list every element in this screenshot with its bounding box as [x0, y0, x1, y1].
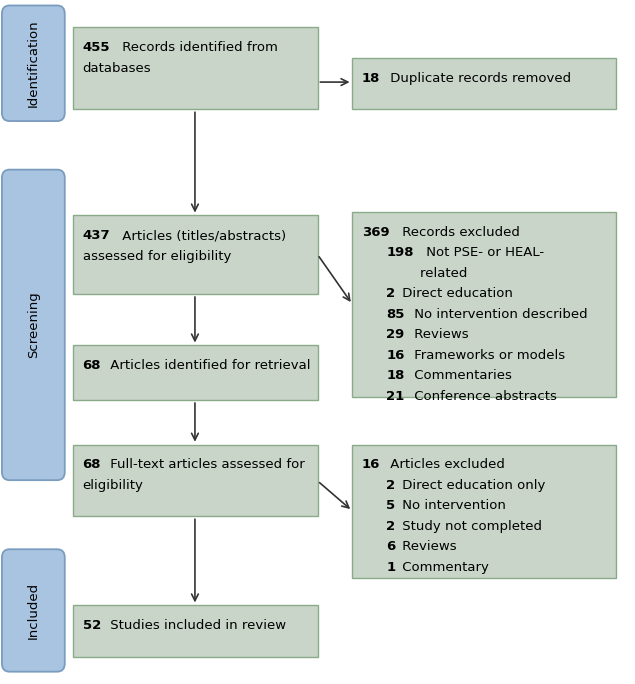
Text: No intervention described: No intervention described — [410, 308, 587, 321]
Text: eligibility: eligibility — [83, 479, 144, 492]
Text: Commentaries: Commentaries — [410, 369, 512, 382]
Text: 2: 2 — [386, 287, 395, 300]
Text: Study not completed: Study not completed — [398, 520, 542, 533]
Text: Included: Included — [27, 582, 40, 639]
Text: 18: 18 — [362, 72, 380, 85]
Text: 2: 2 — [386, 479, 395, 492]
Text: 198: 198 — [386, 246, 413, 259]
Text: Direct education: Direct education — [398, 287, 512, 300]
Text: Screening: Screening — [27, 291, 40, 358]
FancyBboxPatch shape — [2, 5, 65, 121]
FancyBboxPatch shape — [73, 605, 318, 657]
Text: 85: 85 — [386, 308, 404, 321]
Text: 52: 52 — [83, 619, 101, 632]
Text: 6: 6 — [386, 540, 396, 553]
Text: databases: databases — [83, 62, 151, 75]
Text: Duplicate records removed: Duplicate records removed — [385, 72, 571, 85]
Text: 68: 68 — [83, 359, 101, 372]
Text: related: related — [386, 267, 467, 280]
Text: Records identified from: Records identified from — [118, 41, 278, 54]
Text: Records excluded: Records excluded — [398, 226, 519, 239]
FancyBboxPatch shape — [2, 170, 65, 480]
Text: 29: 29 — [386, 328, 404, 341]
Text: Articles identified for retrieval: Articles identified for retrieval — [107, 359, 311, 372]
Text: 1: 1 — [386, 561, 395, 574]
Text: 21: 21 — [386, 390, 404, 403]
Text: assessed for eligibility: assessed for eligibility — [83, 250, 231, 263]
Text: 16: 16 — [386, 349, 404, 362]
Text: Articles excluded: Articles excluded — [385, 458, 505, 471]
Text: 455: 455 — [83, 41, 110, 54]
FancyBboxPatch shape — [352, 445, 616, 578]
Text: Not PSE- or HEAL-: Not PSE- or HEAL- — [422, 246, 544, 259]
Text: Studies included in review: Studies included in review — [106, 619, 286, 632]
Text: Conference abstracts: Conference abstracts — [410, 390, 556, 403]
Text: Frameworks or models: Frameworks or models — [410, 349, 565, 362]
FancyBboxPatch shape — [73, 27, 318, 109]
Text: 16: 16 — [362, 458, 380, 471]
Text: 2: 2 — [386, 520, 395, 533]
FancyBboxPatch shape — [73, 445, 318, 516]
Text: Reviews: Reviews — [410, 328, 468, 341]
Text: 437: 437 — [83, 229, 110, 242]
Text: No intervention: No intervention — [398, 499, 505, 512]
Text: Articles (titles/abstracts): Articles (titles/abstracts) — [118, 229, 286, 242]
Text: Reviews: Reviews — [398, 540, 457, 553]
Text: 68: 68 — [83, 458, 101, 471]
Text: Direct education only: Direct education only — [398, 479, 545, 492]
Text: Full-text articles assessed for: Full-text articles assessed for — [107, 458, 305, 471]
Text: 5: 5 — [386, 499, 395, 512]
FancyBboxPatch shape — [352, 212, 616, 397]
Text: Identification: Identification — [27, 19, 40, 107]
Text: 18: 18 — [386, 369, 404, 382]
FancyBboxPatch shape — [73, 345, 318, 400]
FancyBboxPatch shape — [2, 549, 65, 672]
Text: Commentary: Commentary — [398, 561, 489, 574]
FancyBboxPatch shape — [352, 58, 616, 109]
FancyBboxPatch shape — [73, 215, 318, 294]
Text: 369: 369 — [362, 226, 390, 239]
